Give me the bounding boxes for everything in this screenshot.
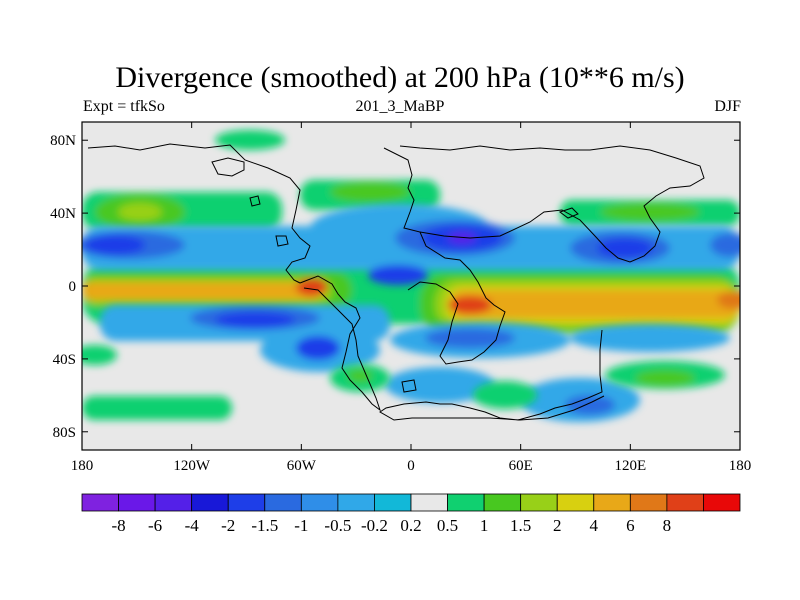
colorbar-label: -4 — [185, 516, 200, 535]
colorbar-label: 0.5 — [437, 516, 458, 535]
y-tick-label: 40S — [53, 352, 76, 368]
island-outline — [558, 207, 579, 219]
colorbar-label: -2 — [221, 516, 235, 535]
colorbar-swatch — [300, 493, 339, 512]
colorbar-swatch — [410, 493, 448, 512]
x-tick-label: 0 — [407, 458, 415, 474]
colorbar-label: 2 — [553, 516, 562, 535]
colorbar-swatch — [556, 493, 595, 512]
axes: 180 120W 60W 0 60E 120E 180 80N 40N 0 40S 80S — [50, 122, 751, 474]
colorbar-swatch — [666, 493, 704, 512]
x-tick-label: 120E — [614, 458, 646, 474]
colorbar-swatch — [593, 493, 631, 512]
colorbar-swatch — [81, 493, 119, 512]
australia-coastline — [379, 329, 605, 421]
x-tick-label: 180 — [71, 458, 94, 474]
y-tick-label: 0 — [69, 279, 77, 295]
tropical-divergence-band — [82, 262, 740, 334]
x-tick-label: 120W — [173, 458, 211, 474]
colorbar-label: -1.5 — [251, 516, 278, 535]
colorbar-label: 1.5 — [510, 516, 531, 535]
colorbar-swatch — [520, 493, 558, 512]
colorbar-label: -1 — [294, 516, 308, 535]
colorbar-swatch — [447, 493, 485, 512]
colorbar-label: -6 — [148, 516, 162, 535]
y-tick-label: 40N — [50, 206, 76, 222]
figure-title: Divergence (smoothed) at 200 hPa (10**6 … — [115, 61, 685, 94]
x-tick-label: 60W — [287, 458, 317, 474]
colorbar-label: -0.2 — [361, 516, 388, 535]
y-tick-label: 80S — [53, 425, 76, 441]
midlatitude-divergence-south — [82, 345, 725, 420]
case-label: 201_3_MaBP — [355, 98, 445, 115]
x-tick-label: 60E — [509, 458, 533, 474]
colorbar-swatch — [337, 493, 375, 512]
colorbar-swatch — [629, 493, 668, 512]
island-outline — [249, 195, 261, 207]
colorbar-label: 1 — [480, 516, 489, 535]
colorbar-swatch — [374, 493, 412, 512]
colorbar-swatch — [154, 493, 193, 512]
colorbar-label: -0.5 — [324, 516, 351, 535]
season-label: DJF — [714, 98, 741, 115]
colorbar-swatch — [191, 493, 229, 512]
colorbar-label: -8 — [111, 516, 125, 535]
colorbar-swatch — [118, 493, 156, 512]
colorbar-label: 4 — [590, 516, 599, 535]
eurasia-africa-coastline — [383, 147, 506, 365]
north-america-coastline — [87, 143, 311, 284]
island-outline — [275, 235, 289, 247]
coastlines — [87, 143, 705, 421]
greenland-coastline — [211, 157, 245, 177]
experiment-label: Expt = tfkSo — [83, 98, 165, 115]
midlatitude-divergence-north — [82, 130, 740, 230]
colorbar-swatch — [227, 493, 266, 512]
south-america-coastline — [299, 275, 381, 412]
colorbar-label: 0.2 — [400, 516, 421, 535]
colorbar: -8 -6 -4 -2 -1.5 -1 -0.5 -0.2 0.2 0.5 1 1.5 2 4 6 8 — [81, 493, 741, 535]
x-tick-label: 180 — [729, 458, 752, 474]
asia-coastline — [399, 145, 705, 263]
colorbar-swatch — [703, 493, 741, 512]
island-outline — [401, 379, 417, 393]
colorbar-label: 6 — [626, 516, 635, 535]
colorbar-label: 8 — [663, 516, 672, 535]
y-tick-label: 80N — [50, 133, 76, 149]
colorbar-swatch — [264, 493, 302, 512]
subtropical-convergence-north — [82, 204, 740, 285]
colorbar-swatch — [483, 493, 522, 512]
